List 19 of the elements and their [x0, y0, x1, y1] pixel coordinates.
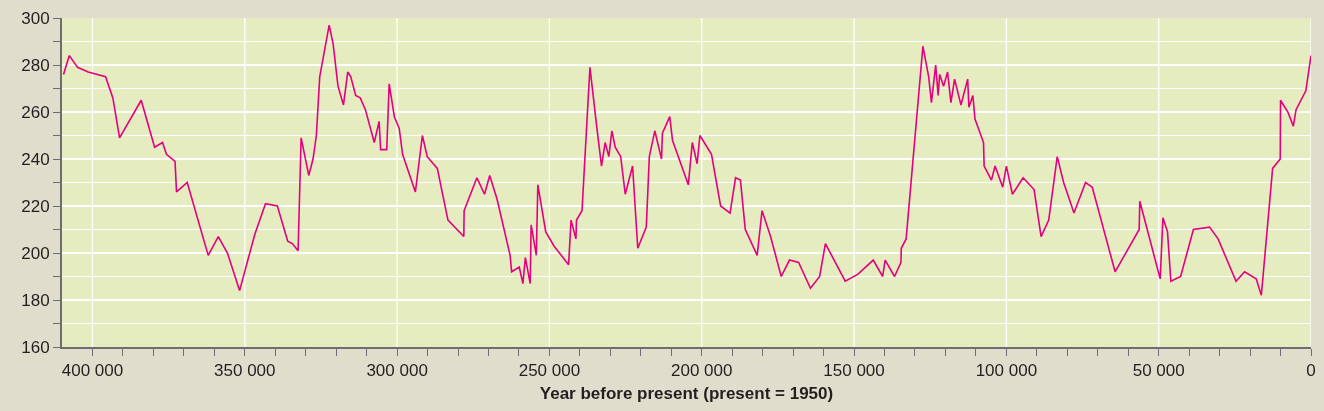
- x-tick-label: 250 000: [518, 361, 581, 381]
- y-tick-label: 160: [21, 337, 50, 357]
- y-tick-label: 220: [21, 196, 50, 216]
- y-tick-label: 200: [21, 243, 50, 263]
- x-tick-label: 50 000: [1132, 361, 1185, 381]
- y-tick-label: 280: [21, 55, 50, 75]
- x-tick-label: 400 000: [61, 361, 124, 381]
- x-tick-label: 300 000: [366, 361, 428, 381]
- x-axis-title: Year before present (present = 1950): [539, 384, 834, 404]
- x-tick-label: 200 000: [671, 361, 733, 381]
- y-tick-label: 300: [21, 8, 50, 28]
- x-tick-label: 150 000: [823, 361, 885, 381]
- y-tick-label: 260: [21, 102, 50, 122]
- x-tick-label: 0: [1306, 361, 1316, 381]
- y-tick-label: 180: [21, 290, 50, 310]
- y-tick-label: 240: [21, 149, 50, 169]
- x-tick-label: 350 000: [214, 361, 276, 381]
- line-series: [62, 24, 1311, 297]
- x-tick-label: 100 000: [975, 361, 1038, 381]
